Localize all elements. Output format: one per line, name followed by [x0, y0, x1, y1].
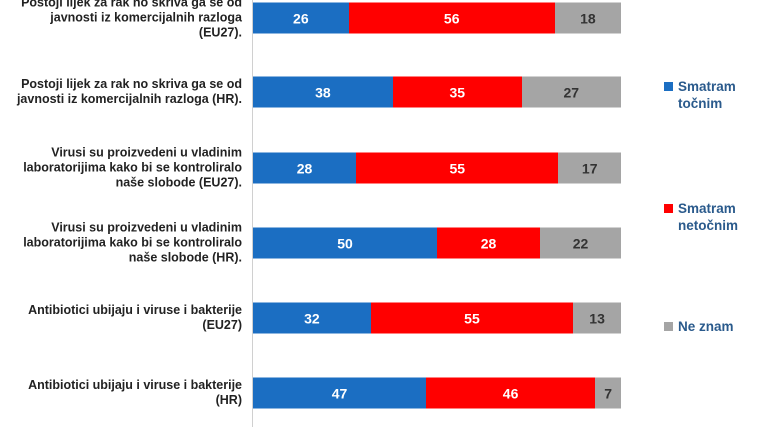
bar-segment: 55: [370, 302, 574, 334]
legend-swatch: [664, 204, 673, 213]
category-label: Postoji lijek za rak no skriva ga se od …: [21, 0, 242, 40]
bar-segment: 46: [425, 377, 596, 409]
value-label: 13: [589, 310, 605, 326]
value-label: 22: [572, 235, 589, 251]
value-label: 38: [315, 84, 331, 100]
bar-segment: 38: [253, 76, 393, 108]
value-label: 55: [464, 310, 480, 326]
value-label: 56: [443, 10, 460, 26]
category-label: Virusi su proizvedeni u vladinim laborat…: [23, 220, 242, 265]
value-label: 28: [480, 235, 497, 251]
value-label: 55: [449, 160, 466, 176]
bar-segment: 13: [573, 302, 621, 334]
value-label: 7: [604, 385, 612, 401]
legend-swatch: [664, 322, 673, 331]
bar-segment: 47: [253, 377, 426, 409]
bar-segment: 7: [595, 377, 621, 409]
value-label: 18: [580, 10, 596, 26]
value-label: 35: [449, 84, 466, 100]
bar-segment: 50: [253, 227, 437, 259]
category-label: Postoji lijek za rak no skriva ga se od …: [16, 77, 242, 106]
legend-label: Smatram netočnim: [678, 201, 739, 233]
legend-item: Smatram netočnim: [664, 200, 754, 234]
bar-segment: 55: [356, 152, 559, 184]
bar-segment: 56: [348, 2, 555, 34]
category-label: Antibiotici ubijaju i viruse i bakterije…: [28, 378, 242, 407]
legend-item: Ne znam: [664, 318, 754, 335]
category-label: Antibiotici ubijaju i viruse i bakterije…: [28, 303, 242, 332]
bar-segment: 28: [437, 227, 541, 259]
bar-segment: 17: [558, 152, 621, 184]
value-label: 26: [293, 10, 309, 26]
bar-segment: 32: [253, 302, 371, 334]
legend-swatch: [664, 82, 673, 91]
bar-segment: 35: [392, 76, 522, 108]
value-label: 46: [502, 385, 519, 401]
value-label: 27: [563, 84, 580, 100]
value-label: 47: [331, 385, 348, 401]
value-label: 50: [337, 235, 353, 251]
bar-segment: 22: [540, 227, 621, 259]
value-label: 17: [581, 160, 598, 176]
bar-segment: 27: [521, 76, 621, 108]
bar-segment: 28: [253, 152, 357, 184]
legend-label: Smatram točnim: [678, 79, 736, 111]
value-label: 32: [304, 310, 320, 326]
category-label: Virusi su proizvedeni u vladinim laborat…: [23, 145, 242, 190]
legend-label: Ne znam: [678, 319, 734, 334]
bar-segment: 18: [554, 2, 621, 34]
value-label: 28: [296, 160, 313, 176]
legend-item: Smatram točnim: [664, 78, 754, 112]
axis-line: [252, 0, 253, 427]
bar-segment: 26: [253, 2, 349, 34]
